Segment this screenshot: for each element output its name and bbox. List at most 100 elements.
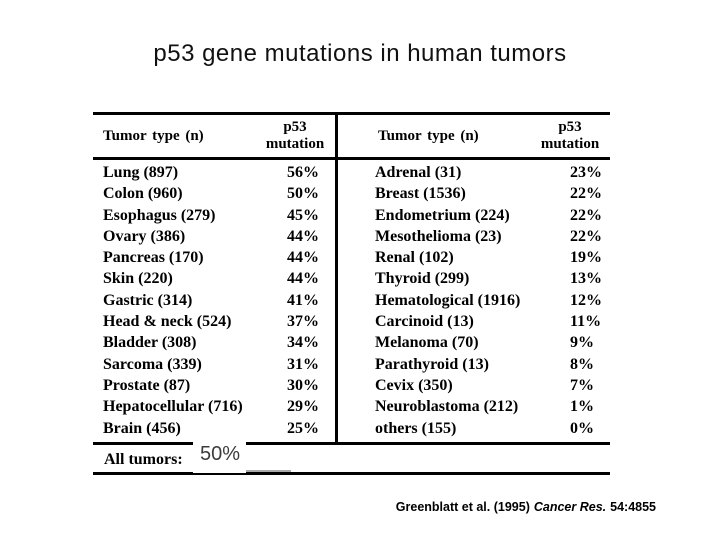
tumor-name: Adrenal (31) (375, 164, 462, 181)
tumor-name: Lung (897) (103, 164, 179, 181)
tumor-name: Esophagus (279) (103, 206, 216, 224)
all-tumors-label: All tumors: (104, 450, 183, 468)
citation-volume-pages: 54:4855 (610, 500, 656, 514)
table-row: Endometrium (224) 22% (338, 205, 610, 226)
page-title: p53 gene mutations in human tumors (153, 40, 567, 67)
mutation-percentage: 25% (287, 419, 319, 437)
tumor-name: Neuroblastoma (212) (375, 398, 519, 416)
tumor-name: Melanoma (70) (375, 334, 479, 352)
mutation-percentage: 11% (570, 313, 602, 331)
table-right-half: Tumor type (n) p53 mutation Adrenal (31) 2… (338, 115, 610, 442)
table-row: Breast (1536) 22% (338, 183, 610, 204)
tumor-name: Mesothelioma (23) (375, 227, 502, 245)
tumor-name: Thyroid (299) (375, 270, 470, 288)
table-row: Mesothelioma (23) 22% (338, 226, 610, 247)
table-row: Colon (960) 50% (93, 183, 335, 204)
table-row: Renal (102) 19% (338, 247, 610, 268)
mutation-percentage: 56% (287, 164, 319, 181)
table-row: Cevix (350) 7% (338, 375, 610, 396)
mutation-percentage: 41% (287, 291, 319, 309)
tumor-name: Skin (220) (103, 270, 173, 288)
table-row: Pancreas (170) 44% (93, 247, 335, 268)
tumor-name: Colon (960) (103, 185, 183, 203)
table-row: Melanoma (70) 9% (338, 332, 610, 353)
mutation-percentage: 45% (287, 206, 319, 224)
mutation-percentage: 37% (287, 313, 319, 331)
table-body: Tumor type (n) p53 mutation Lung (897) 56%… (93, 115, 610, 445)
table-row: Skin (220) 44% (93, 268, 335, 289)
tumor-name: Sarcoma (339) (103, 355, 202, 373)
table-header-left: Tumor type (n) p53 mutation (93, 115, 335, 160)
mutation-table: Tumor type (n) p53 mutation Lung (897) 56%… (93, 112, 610, 475)
mutation-percentage: 8% (570, 355, 594, 373)
mutation-percentage: 0% (570, 419, 594, 437)
mutation-percentage: 23% (570, 164, 602, 181)
mutation-percentage: 44% (287, 249, 319, 267)
column-header-p53-mutation: p53 mutation (265, 118, 325, 152)
mutation-percentage: 1% (570, 398, 594, 416)
mutation-percentage: 50% (287, 185, 319, 203)
mutation-percentage: 44% (287, 270, 319, 288)
all-tumors-row: All tumors: (93, 445, 610, 475)
mutation-percentage: 9% (570, 334, 594, 352)
tumor-name: Parathyroid (13) (375, 355, 489, 373)
mutation-percentage: 22% (570, 227, 602, 245)
answer-input[interactable]: 50% (193, 438, 246, 473)
table-row: Lung (897) 56% (93, 162, 335, 183)
citation: Greenblatt et al. (1995) Cancer Res. 54:48… (0, 500, 656, 514)
table-row: Sarcoma (339) 31% (93, 354, 335, 375)
mutation-percentage: 13% (570, 270, 602, 288)
tumor-name: Hematological (1916) (375, 291, 521, 309)
mutation-percentage: 22% (570, 185, 602, 203)
tumor-name: Brain (456) (103, 419, 181, 437)
table-row: Brain (456) 25% (93, 418, 335, 439)
mutation-percentage: 34% (287, 334, 319, 352)
answer-value: 50% (200, 442, 241, 465)
table-row: Adrenal (31) 23% (338, 162, 610, 183)
tumor-name: Bladder (308) (103, 334, 197, 352)
table-rows-right: Adrenal (31) 23% Breast (1536) 22% Endometri… (338, 160, 610, 442)
tumor-name: Ovary (386) (103, 227, 186, 245)
column-header-tumor-type: Tumor type (n) (378, 127, 479, 144)
table-row: Hematological (1916) 12% (338, 290, 610, 311)
table-row: Parathyroid (13) 8% (338, 354, 610, 375)
tumor-name: Hepatocellular (716) (103, 398, 243, 416)
table-row: Thyroid (299) 13% (338, 268, 610, 289)
tumor-name: Renal (102) (375, 249, 454, 267)
table-row: Gastric (314) 41% (93, 290, 335, 311)
mutation-percentage: 29% (287, 398, 319, 416)
tumor-name: others (155) (375, 419, 457, 437)
tumor-name: Gastric (314) (103, 291, 193, 309)
mutation-percentage: 30% (287, 376, 319, 394)
citation-journal: Cancer Res. (533, 500, 607, 514)
tumor-name: Pancreas (170) (103, 249, 204, 267)
tumor-name: Endometrium (224) (375, 206, 510, 224)
table-row: Esophagus (279) 45% (93, 205, 335, 226)
table-row: Head & neck (524) 37% (93, 311, 335, 332)
table-row: others (155) 0% (338, 418, 610, 439)
mutation-percentage: 44% (287, 227, 319, 245)
table-row: Prostate (87) 30% (93, 375, 335, 396)
tumor-name: Prostate (87) (103, 376, 191, 394)
table-row: Neuroblastoma (212) 1% (338, 396, 610, 417)
table-rows-left: Lung (897) 56% Colon (960) 50% Esophagus (27… (93, 160, 335, 442)
tumor-name: Breast (1536) (375, 185, 466, 203)
table-left-half: Tumor type (n) p53 mutation Lung (897) 56%… (93, 115, 338, 442)
table-row: Ovary (386) 44% (93, 226, 335, 247)
table-row: Bladder (308) 34% (93, 332, 335, 353)
tumor-name: Carcinoid (13) (375, 313, 474, 331)
column-header-p53-mutation: p53 mutation (540, 118, 600, 152)
citation-authors: Greenblatt et al. (1995) (395, 500, 530, 514)
tumor-name: Head & neck (524) (103, 313, 232, 331)
tumor-name: Cevix (350) (375, 376, 453, 394)
mutation-percentage: 7% (570, 376, 594, 394)
table-footer: All tumors: 50% (93, 438, 610, 475)
table-row: Carcinoid (13) 11% (338, 311, 610, 332)
mutation-percentage: 19% (570, 249, 602, 267)
mutation-percentage: 22% (570, 206, 602, 224)
mutation-percentage: 31% (287, 355, 319, 373)
table-row: Hepatocellular (716) 29% (93, 396, 335, 417)
column-header-tumor-type: Tumor type (n) (103, 127, 204, 144)
table-header-right: Tumor type (n) p53 mutation (338, 115, 610, 160)
mutation-percentage: 12% (570, 291, 602, 309)
